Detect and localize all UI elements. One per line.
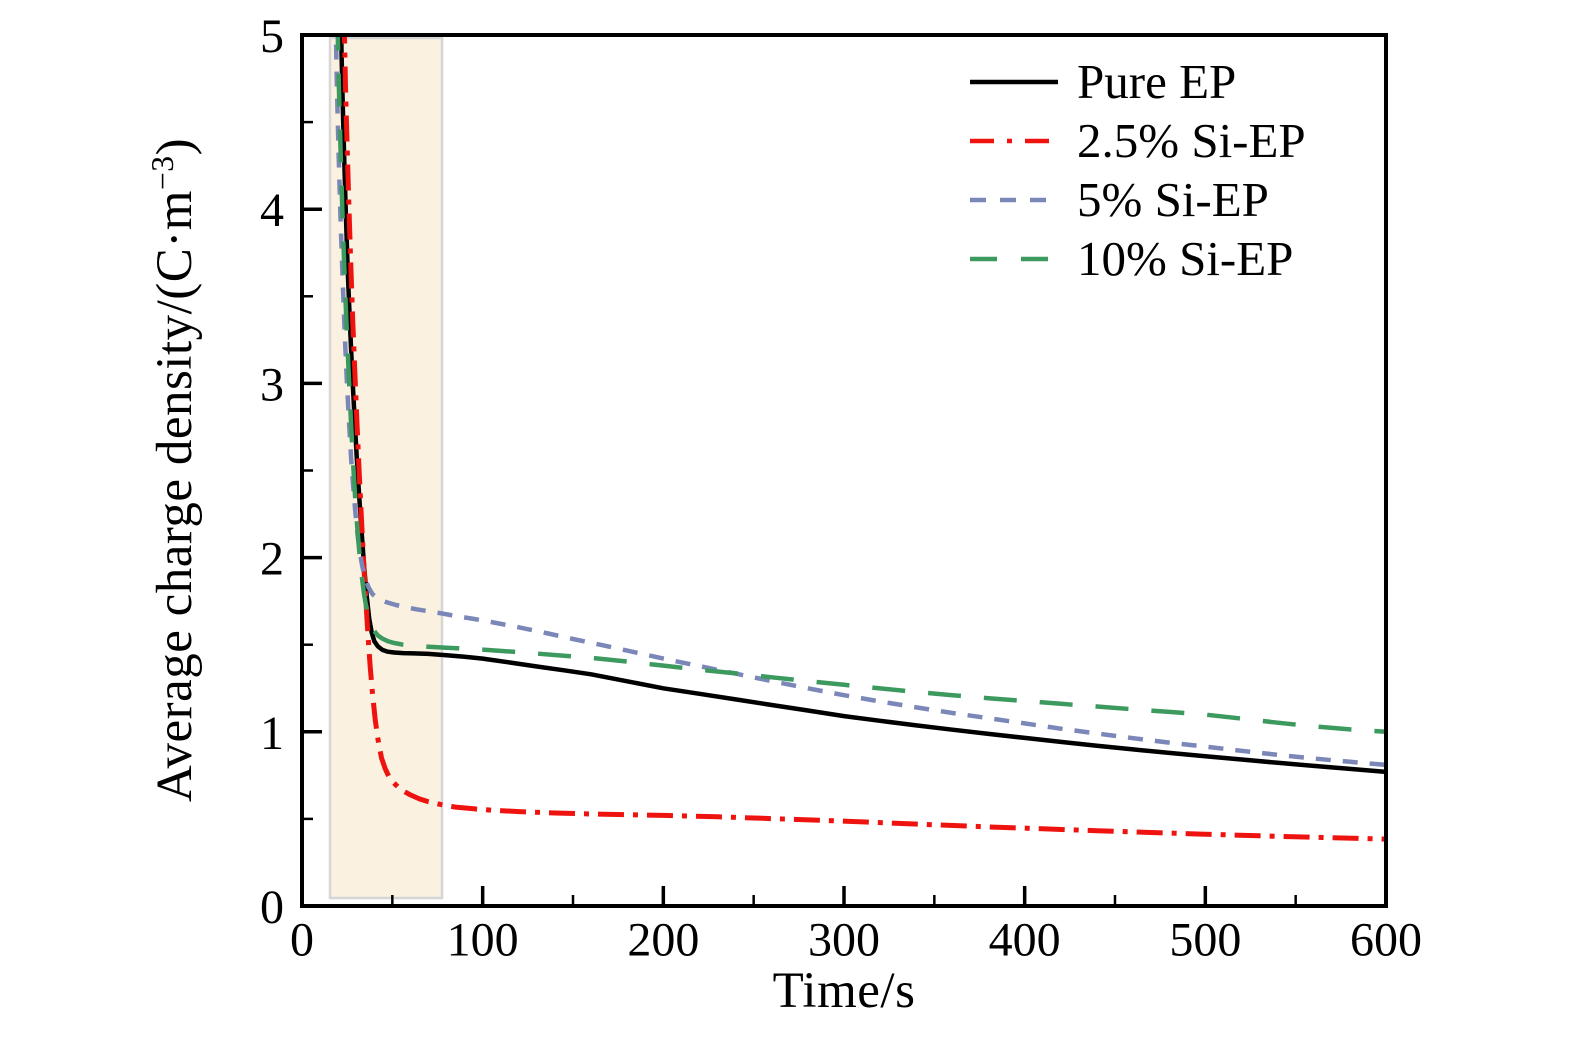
y-axis-label-text: Average charge density/(C·m	[147, 190, 203, 803]
x-tick-label: 200	[627, 914, 699, 967]
legend-item-0: Pure EP	[970, 52, 1306, 111]
legend-item-1: 2.5% Si-EP	[970, 111, 1306, 170]
legend-label: Pure EP	[1077, 54, 1237, 109]
x-tick-label: 500	[1169, 914, 1241, 967]
legend-item-2: 5% Si-EP	[970, 170, 1306, 229]
legend-line-sample	[970, 138, 1058, 143]
legend: Pure EP 2.5% Si-EP 5% Si-EP 10% Si-EP	[970, 52, 1306, 288]
y-tick-label: 2	[260, 533, 284, 586]
y-axis-label-superscript: −3	[145, 155, 180, 191]
x-tick-label: 100	[447, 914, 519, 967]
legend-item-3: 10% Si-EP	[970, 229, 1306, 288]
x-tick-label: 400	[989, 914, 1061, 967]
x-tick-label: 0	[290, 914, 314, 967]
y-tick-label: 3	[260, 358, 284, 411]
x-axis-label: Time/s	[772, 963, 916, 1019]
series-line-3	[335, 35, 1386, 735]
series-line-1	[341, 35, 1386, 842]
y-axis-label: Average charge density/(C·m−3)	[145, 50, 210, 890]
legend-label: 5% Si-EP	[1077, 172, 1269, 227]
y-axis-label-close: )	[147, 137, 203, 156]
legend-line-sample	[970, 256, 1058, 261]
y-tick-label: 1	[260, 707, 284, 760]
x-tick-label: 600	[1350, 914, 1422, 967]
y-tick-label: 4	[260, 184, 284, 237]
legend-label: 10% Si-EP	[1077, 231, 1294, 286]
y-tick-label: 0	[260, 881, 284, 934]
legend-line-sample	[970, 79, 1058, 84]
legend-line-sample	[970, 197, 1058, 202]
x-tick-label: 300	[808, 914, 880, 967]
legend-label: 2.5% Si-EP	[1077, 113, 1306, 168]
y-tick-label: 5	[260, 10, 284, 63]
